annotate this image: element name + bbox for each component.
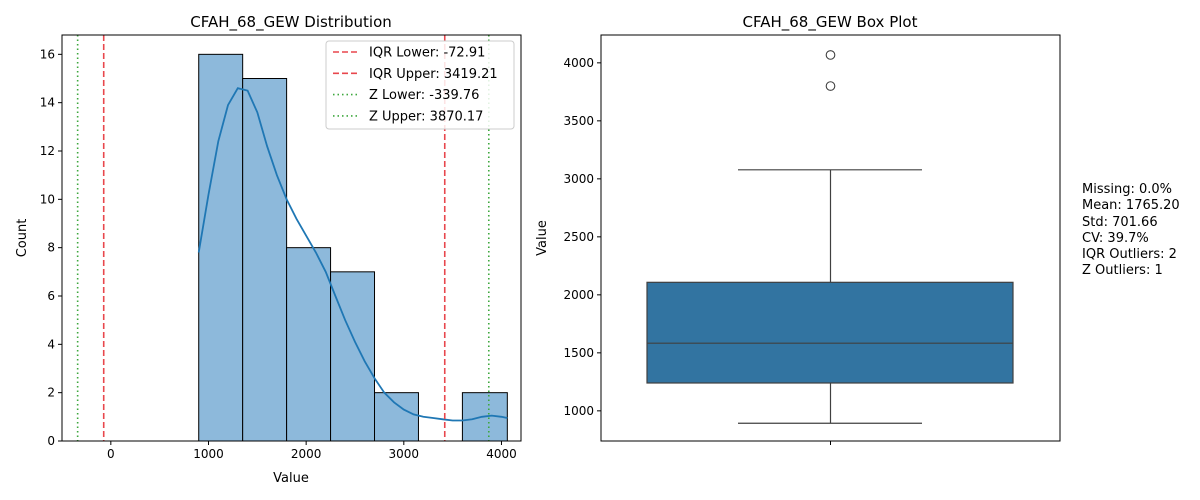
plot-frame xyxy=(61,34,522,442)
histogram-bar xyxy=(330,271,376,442)
histogram-y-axis-label: Count xyxy=(15,219,30,258)
histogram-bar xyxy=(374,392,419,442)
y-tick-label: 0 xyxy=(47,434,55,448)
z-outliers-stat: Z Outliers: 1 xyxy=(1082,263,1163,279)
box-plot-chart: CFAH_68_GEW Box Plot 1000 1500 2000 2500 300… xyxy=(535,13,1061,445)
histogram-bar xyxy=(198,53,244,442)
box-plot-area: 1000 1500 2000 2500 3000 3500 4000 xyxy=(563,34,1061,445)
x-tick-label: 1000 xyxy=(193,447,224,461)
histogram-chart: CFAH_68_GEW Distribution 0 1000 2000 3000 40… xyxy=(15,13,522,486)
outlier-point xyxy=(825,81,836,91)
histogram-bar xyxy=(286,247,332,442)
y-tick-label: 8 xyxy=(47,241,55,255)
outlier-point xyxy=(825,50,836,60)
box-plot-y-axis-label: Value xyxy=(535,220,550,256)
histogram-legend: IQR Lower: -72.91 IQR Upper: 3419.21 Z Low… xyxy=(325,40,515,130)
x-tick-label: 4000 xyxy=(486,447,517,461)
legend-label: IQR Lower: -72.91 xyxy=(369,46,485,61)
y-tick-label: 3500 xyxy=(563,114,594,128)
y-tick-label: 1000 xyxy=(563,404,594,418)
legend-label: IQR Upper: 3419.21 xyxy=(369,67,498,82)
y-tick-label: 12 xyxy=(40,144,55,158)
iqr-outliers-stat: IQR Outliers: 2 xyxy=(1082,247,1177,263)
missing-stat: Missing: 0.0% xyxy=(1082,182,1173,197)
y-tick-label: 4 xyxy=(47,337,55,351)
y-tick-label: 2500 xyxy=(563,230,594,244)
histogram-bar xyxy=(242,78,288,442)
y-tick-label: 6 xyxy=(47,289,55,303)
std-stat: Std: 701.66 xyxy=(1082,214,1158,230)
statistics-panel: Missing: 0.0% Mean: 1765.20 Std: 701.66 … xyxy=(1082,182,1180,280)
y-tick-label: 2 xyxy=(47,386,55,400)
y-tick-label: 14 xyxy=(40,96,55,110)
x-tick-label: 2000 xyxy=(291,447,322,461)
iqr-box xyxy=(646,281,1014,384)
legend-label: Z Lower: -339.76 xyxy=(369,88,479,103)
y-tick-label: 3000 xyxy=(563,172,594,186)
legend-label: Z Upper: 3870.17 xyxy=(369,109,483,124)
histogram-x-axis-label: Value xyxy=(273,471,309,486)
x-tick-label: 3000 xyxy=(389,447,420,461)
y-tick-label: 4000 xyxy=(563,56,594,70)
y-tick-label: 10 xyxy=(40,192,55,206)
y-tick-label: 1500 xyxy=(563,346,594,360)
y-tick-label: 16 xyxy=(40,47,55,61)
kde-curve xyxy=(197,87,508,422)
cv-stat: CV: 39.7% xyxy=(1082,230,1149,246)
x-tick-label: 0 xyxy=(107,447,115,461)
histogram-plot-area: 0 1000 2000 3000 4000 0 2 4 6 8 10 12 14 16 xyxy=(40,34,522,461)
histogram-title: CFAH_68_GEW Distribution xyxy=(190,13,392,32)
legend-box xyxy=(325,40,515,130)
box-plot-title: CFAH_68_GEW Box Plot xyxy=(743,13,918,32)
mean-stat: Mean: 1765.20 xyxy=(1082,198,1180,214)
y-tick-label: 2000 xyxy=(563,288,594,302)
